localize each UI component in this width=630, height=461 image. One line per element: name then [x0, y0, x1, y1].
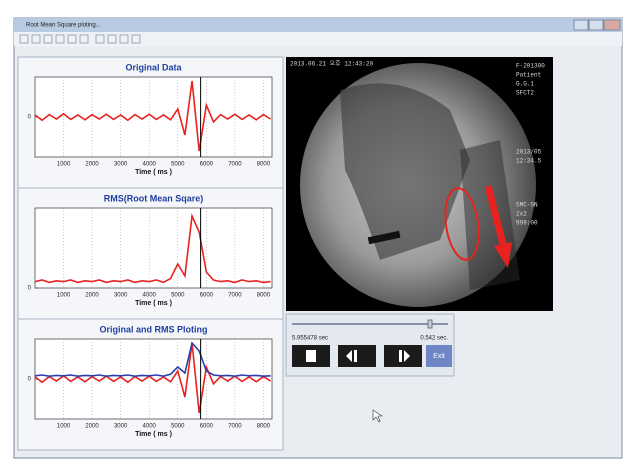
- video-info: 12:34.5: [516, 158, 542, 165]
- x-axis-label: Time ( ms ): [135, 431, 172, 438]
- x-tick-label: 2000: [85, 162, 99, 168]
- x-tick-label: 8000: [257, 162, 271, 168]
- anatomy-shadow: [340, 83, 470, 260]
- highlight-ellipse: [444, 187, 480, 261]
- x-tick-label: 1000: [57, 293, 71, 299]
- x-tick-label: 1000: [57, 424, 71, 430]
- tool-icon[interactable]: [19, 34, 29, 44]
- x-tick-label: 4000: [143, 424, 157, 430]
- x-tick-label: 5000: [171, 424, 185, 430]
- stop-icon: [306, 350, 316, 362]
- x-tick-label: 2000: [85, 424, 99, 430]
- signal-line: [34, 80, 271, 152]
- bolus-object: [367, 230, 401, 245]
- duration: 0.542 sec.: [420, 336, 448, 342]
- tool-icon[interactable]: [55, 34, 65, 44]
- signal-line: [34, 213, 271, 284]
- tool-icon[interactable]: [31, 34, 41, 44]
- video-info: 2013/05: [516, 149, 542, 156]
- video-info: 999:00: [516, 220, 538, 227]
- x-tick-label: 4000: [143, 162, 157, 168]
- x-tick-label: 8000: [257, 293, 271, 299]
- tool-icon[interactable]: [95, 34, 105, 44]
- toolbar-icons: [19, 34, 141, 44]
- video-info: SFCT2: [516, 90, 534, 97]
- x-tick-label: 5000: [171, 162, 185, 168]
- x-tick-label: 8000: [257, 424, 271, 430]
- x-tick-label: 3000: [114, 424, 128, 430]
- window-title: Root Mean Square ploting...: [26, 23, 101, 29]
- tool-icon[interactable]: [43, 34, 53, 44]
- plot-title: RMS(Root Mean Sqare): [104, 193, 204, 203]
- x-tick-label: 6000: [200, 162, 214, 168]
- maximize-button[interactable]: [588, 19, 604, 31]
- mouse-cursor: [372, 409, 383, 423]
- plot-title: Original and RMS Ploting: [100, 324, 208, 334]
- x-axis-label: Time ( ms ): [135, 169, 172, 176]
- x-tick-label: 5000: [171, 293, 185, 299]
- highlight-arrowhead: [494, 242, 512, 268]
- tool-icon[interactable]: [119, 34, 129, 44]
- tool-icon[interactable]: [107, 34, 117, 44]
- signal-line: [34, 341, 271, 378]
- video-info: 2x2: [516, 211, 527, 218]
- x-axis-label: Time ( ms ): [135, 300, 172, 307]
- y-tick-label: 0: [28, 115, 32, 121]
- minimize-button[interactable]: [573, 19, 589, 31]
- x-tick-label: 3000: [114, 162, 128, 168]
- x-tick-label: 7000: [228, 424, 242, 430]
- x-tick-label: 1000: [57, 162, 71, 168]
- signal-line: [34, 342, 271, 414]
- close-button[interactable]: [603, 19, 621, 31]
- x-tick-label: 6000: [200, 293, 214, 299]
- tool-icon[interactable]: [131, 34, 141, 44]
- y-tick-label: 0: [28, 286, 32, 292]
- step-forward-button[interactable]: [384, 345, 422, 367]
- x-tick-label: 4000: [143, 293, 157, 299]
- tool-icon[interactable]: [79, 34, 89, 44]
- video-info: SMC-SN: [516, 202, 538, 209]
- time-slider-thumb[interactable]: [427, 319, 433, 329]
- video-info: G.G.1: [516, 81, 534, 88]
- video-info: F-201300: [516, 63, 545, 70]
- x-tick-label: 7000: [228, 162, 242, 168]
- current-time: 5.955478 sec: [292, 336, 328, 342]
- highlight-arrow: [484, 185, 508, 249]
- exit-label: Exit: [433, 353, 445, 360]
- video-info: Patient: [516, 72, 541, 79]
- x-tick-label: 6000: [200, 424, 214, 430]
- step-forward-icon: [399, 350, 410, 362]
- y-tick-label: 0: [28, 377, 32, 383]
- x-tick-label: 3000: [114, 293, 128, 299]
- video-timestamp: 2013.06.21 오후 12:43:20: [290, 60, 373, 68]
- plot-area: [34, 207, 273, 289]
- exit-button[interactable]: [426, 345, 452, 367]
- tool-icon[interactable]: [67, 34, 77, 44]
- x-tick-label: 7000: [228, 293, 242, 299]
- plot-title: Original Data: [125, 62, 182, 72]
- title-bar: [14, 18, 622, 32]
- x-tick-label: 2000: [85, 293, 99, 299]
- step-back-icon: [346, 350, 357, 362]
- toolbar: [14, 32, 622, 46]
